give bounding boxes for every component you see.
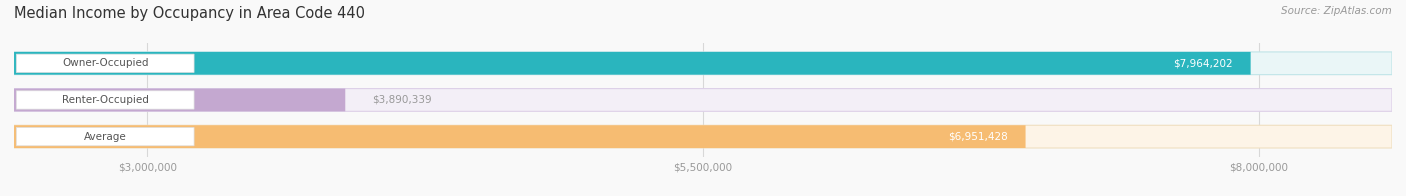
Text: Renter-Occupied: Renter-Occupied (62, 95, 149, 105)
FancyBboxPatch shape (14, 89, 1392, 111)
FancyBboxPatch shape (17, 54, 194, 73)
Text: Owner-Occupied: Owner-Occupied (62, 58, 149, 68)
Text: Source: ZipAtlas.com: Source: ZipAtlas.com (1281, 6, 1392, 16)
FancyBboxPatch shape (14, 52, 1392, 75)
FancyBboxPatch shape (14, 52, 1251, 75)
FancyBboxPatch shape (17, 127, 194, 146)
FancyBboxPatch shape (14, 89, 346, 111)
Text: $3,890,339: $3,890,339 (373, 95, 432, 105)
FancyBboxPatch shape (14, 125, 1392, 148)
Text: Median Income by Occupancy in Area Code 440: Median Income by Occupancy in Area Code … (14, 6, 366, 21)
FancyBboxPatch shape (14, 125, 1025, 148)
Text: Average: Average (84, 132, 127, 142)
Text: $7,964,202: $7,964,202 (1173, 58, 1233, 68)
Text: $6,951,428: $6,951,428 (948, 132, 1008, 142)
FancyBboxPatch shape (17, 91, 194, 109)
